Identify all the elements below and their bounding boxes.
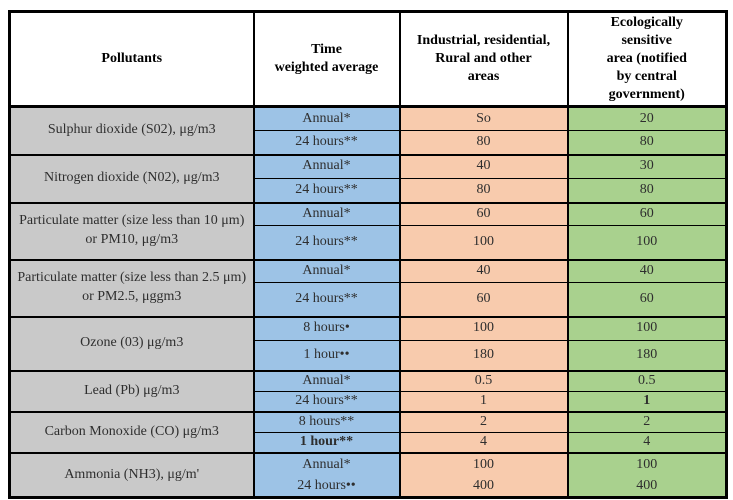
table-row: Particulate matter (size less than 2.5 μ… [8,258,728,317]
time-cell: 8 hours• [252,315,401,341]
table-row: Ammonia (NH3), μg/m' Annual* 24 hours•• … [8,452,728,500]
table-row: 24 hours** 80 80 [10,130,728,155]
value-cell-eco: 100 [566,315,728,341]
value-cell-industrial: 40 [398,258,569,283]
pollutant-cell: Particulate matter (size less than 2.5 μ… [8,258,255,317]
value-cell-industrial: 60 [398,282,569,317]
table-row: Ozone (03) μg/m3 8 hours• 100 100 [8,315,728,371]
table-row: Lead (Pb) μg/m3 Annual* 0.5 0.5 [8,369,728,413]
time-cell: 24 hours** [252,178,401,203]
header-time-weighted-average: Time weighted average [252,10,401,108]
table-row: 24 hours** 80 80 [10,178,728,203]
value-cell-eco: 100 [566,225,728,260]
table-row: Nitrogen dioxide (N02), μg/m3 Annual* 40… [8,153,728,203]
pollutant-cell: Lead (Pb) μg/m3 [8,369,255,413]
value-cell-eco: 80 [566,178,728,203]
time-cell: 1 hour** [252,432,401,454]
value-cell-industrial: 0.5 [398,369,569,392]
table-row: 24 hours** 100 100 [10,225,728,260]
time-cell: Annual* [252,153,401,179]
value-cell-industrial: 60 [398,201,569,226]
value-cell-eco: 0.5 [566,369,728,392]
pollutant-cell: Ammonia (NH3), μg/m' [8,452,255,500]
value-cell-eco: 40 [566,258,728,283]
table-row: 24 hours** 1 1 [10,390,728,413]
value-cell-industrial: 1 [398,390,569,413]
time-cell: 1 hour•• [252,340,401,371]
value-cell-industrial: 40 [398,153,569,179]
time-cell: 24 hours** [252,282,401,317]
value-cell-eco: 30 [566,153,728,179]
value-cell-industrial: 80 [398,178,569,203]
value-cell-eco: 180 [566,340,728,371]
time-cell: Annual* [252,369,401,392]
table-row: 24 hours** 60 60 [10,282,728,317]
pollutant-cell: Sulphur dioxide (S02), μg/m3 [8,105,255,155]
value-cell-eco: 1 [566,390,728,413]
time-cell: 8 hours** [252,410,401,434]
value-cell-eco: 60 [566,201,728,226]
value-cell-industrial: 4 [398,432,569,454]
air-quality-standards-table: Pollutants Time weighted average Industr… [8,10,728,500]
time-cell: Annual* [252,105,401,131]
time-cell: Annual* [252,201,401,226]
table-row: 1 hour•• 180 180 [10,340,728,371]
table-row: 1 hour** 4 4 [10,432,728,454]
value-cell-industrial: 180 [398,340,569,371]
header-pollutants: Pollutants [8,10,255,108]
header-industrial-residential-areas: Industrial, residential, Rural and other… [398,10,569,108]
time-cell: 24 hours** [252,130,401,155]
time-cell: 24 hours** [252,225,401,260]
value-cell-industrial: So [398,105,569,131]
value-cell-eco: 100 400 [566,452,728,500]
pollutant-cell: Carbon Monoxide (CO) μg/m3 [8,410,255,454]
value-cell-industrial: 2 [398,410,569,434]
table-row: Particulate matter (size less than 10 μm… [8,201,728,260]
table-row: Sulphur dioxide (S02), μg/m3 Annual* So … [8,105,728,155]
value-cell-eco: 2 [566,410,728,434]
value-cell-industrial: 100 400 [398,452,569,500]
value-cell-industrial: 100 [398,315,569,341]
header-ecologically-sensitive-area: Ecologically sensitive area (notified by… [566,10,728,108]
pollutant-cell: Particulate matter (size less than 10 μm… [8,201,255,260]
pollutant-cell: Nitrogen dioxide (N02), μg/m3 [8,153,255,203]
value-cell-industrial: 80 [398,130,569,155]
time-cell: 24 hours** [252,390,401,413]
value-cell-eco: 4 [566,432,728,454]
time-cell: Annual* [252,258,401,283]
value-cell-eco: 20 [566,105,728,131]
pollutant-cell: Ozone (03) μg/m3 [8,315,255,371]
table-row: Carbon Monoxide (CO) μg/m3 8 hours** 2 2 [8,410,728,454]
time-cell: Annual* 24 hours•• [252,452,401,500]
header-row: Pollutants Time weighted average Industr… [8,10,728,108]
value-cell-eco: 60 [566,282,728,317]
value-cell-industrial: 100 [398,225,569,260]
value-cell-eco: 80 [566,130,728,155]
